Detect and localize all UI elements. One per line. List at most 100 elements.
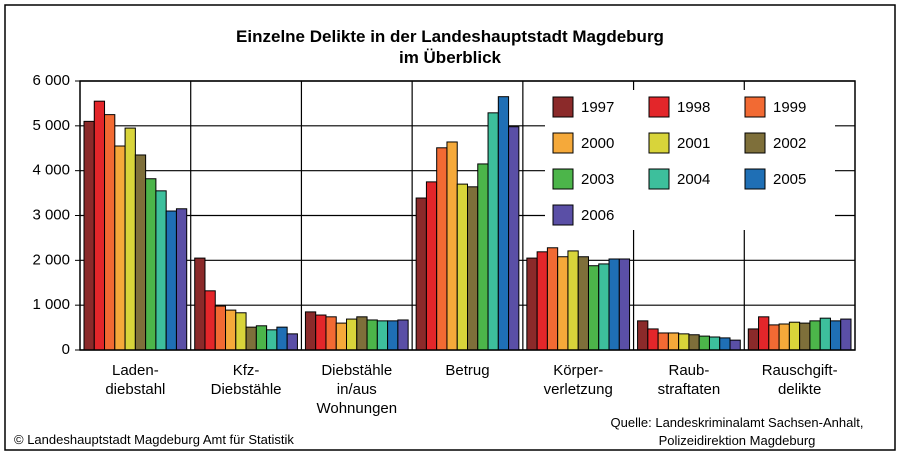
bar bbox=[840, 318, 852, 351]
bar bbox=[155, 190, 167, 351]
bar bbox=[104, 114, 116, 351]
bar bbox=[637, 320, 649, 351]
bar bbox=[657, 332, 669, 351]
bar bbox=[477, 163, 489, 351]
bar bbox=[577, 256, 589, 351]
x-tick-label: Kfz-Diebstähle bbox=[211, 362, 282, 398]
bar bbox=[708, 336, 721, 351]
bar bbox=[415, 197, 427, 351]
chart-title: Einzelne Delikte in der Landeshauptstadt… bbox=[236, 27, 664, 67]
footer-left: © Landeshauptstadt Magdeburg Amt für Sta… bbox=[14, 432, 294, 447]
bar bbox=[165, 210, 177, 351]
bar bbox=[747, 328, 760, 351]
bar bbox=[536, 251, 548, 351]
legend-swatch bbox=[552, 204, 574, 226]
bar bbox=[124, 127, 136, 351]
bar bbox=[497, 96, 510, 351]
x-tick-label: Laden-diebstahl bbox=[105, 362, 165, 398]
bar bbox=[678, 333, 690, 351]
bar bbox=[114, 145, 126, 351]
y-tick-label: 1 000 bbox=[32, 296, 70, 313]
bar bbox=[546, 247, 559, 351]
bar bbox=[276, 326, 288, 351]
bar bbox=[325, 316, 337, 351]
legend-swatch bbox=[744, 132, 766, 154]
bar bbox=[526, 257, 538, 351]
bar bbox=[245, 326, 257, 351]
y-tick-label: 3 000 bbox=[32, 206, 70, 223]
bar bbox=[587, 265, 600, 351]
legend-swatch bbox=[552, 132, 574, 154]
x-tick-label: Körper-verletzung bbox=[544, 362, 613, 398]
bar bbox=[315, 314, 327, 351]
legend-label: 1999 bbox=[773, 99, 806, 116]
bar bbox=[467, 186, 479, 351]
bar bbox=[83, 120, 95, 351]
bar bbox=[768, 324, 780, 351]
bar bbox=[134, 154, 147, 351]
y-tick-label: 0 bbox=[62, 341, 70, 358]
bar bbox=[204, 290, 216, 351]
bar bbox=[235, 312, 247, 351]
x-tick-label: Diebstähle in/aus Wohnungen bbox=[316, 362, 397, 417]
bar bbox=[93, 100, 106, 351]
bar bbox=[335, 322, 348, 351]
bar bbox=[255, 325, 268, 351]
bar bbox=[829, 320, 842, 351]
bar bbox=[214, 305, 227, 351]
bar bbox=[557, 256, 569, 351]
bar bbox=[286, 333, 298, 351]
bar bbox=[194, 257, 206, 351]
legend-label: 2006 bbox=[581, 207, 614, 224]
bar bbox=[304, 311, 317, 351]
legend-label: 2003 bbox=[581, 171, 614, 188]
legend-label: 1997 bbox=[581, 99, 614, 116]
bar bbox=[446, 141, 458, 351]
bar bbox=[819, 317, 831, 351]
bar bbox=[809, 320, 821, 351]
y-tick-label: 4 000 bbox=[32, 162, 70, 179]
bar bbox=[175, 208, 188, 351]
legend-label: 2001 bbox=[677, 135, 710, 152]
bar bbox=[456, 183, 469, 351]
bar bbox=[799, 322, 811, 351]
legend-label: 1998 bbox=[677, 99, 710, 116]
legend-swatch bbox=[648, 168, 670, 190]
bar bbox=[346, 318, 358, 351]
bar bbox=[425, 181, 438, 351]
bar bbox=[356, 316, 368, 351]
bar bbox=[608, 258, 620, 351]
bar bbox=[397, 319, 409, 351]
legend-swatch bbox=[648, 132, 670, 154]
bar bbox=[778, 323, 790, 351]
legend-swatch bbox=[744, 96, 766, 118]
bar bbox=[647, 328, 659, 351]
legend-swatch bbox=[552, 168, 574, 190]
bar bbox=[698, 335, 710, 351]
bar bbox=[266, 329, 278, 351]
bar bbox=[729, 339, 741, 351]
bar bbox=[667, 332, 680, 351]
x-tick-label: Rauschgift-delikte bbox=[762, 362, 838, 398]
legend-background bbox=[545, 90, 835, 230]
legend-label: 2005 bbox=[773, 171, 806, 188]
bar bbox=[145, 178, 157, 351]
y-tick-label: 5 000 bbox=[32, 117, 70, 134]
legend-swatch bbox=[648, 96, 670, 118]
legend-swatch bbox=[744, 168, 766, 190]
bar bbox=[788, 321, 801, 351]
x-tick-label: Raub-straftaten bbox=[658, 362, 721, 398]
bar bbox=[508, 126, 520, 351]
bar bbox=[436, 147, 448, 351]
y-tick-label: 6 000 bbox=[32, 72, 70, 89]
bar bbox=[487, 112, 499, 351]
legend-swatch bbox=[552, 96, 574, 118]
footer-right: Quelle: Landeskriminalamt Sachsen-Anhalt… bbox=[611, 415, 864, 448]
plot-frame bbox=[79, 80, 856, 351]
legend-label: 2000 bbox=[581, 135, 614, 152]
bar bbox=[758, 316, 770, 351]
legend-label: 2004 bbox=[677, 171, 710, 188]
bar bbox=[598, 263, 610, 351]
bar bbox=[688, 334, 700, 351]
